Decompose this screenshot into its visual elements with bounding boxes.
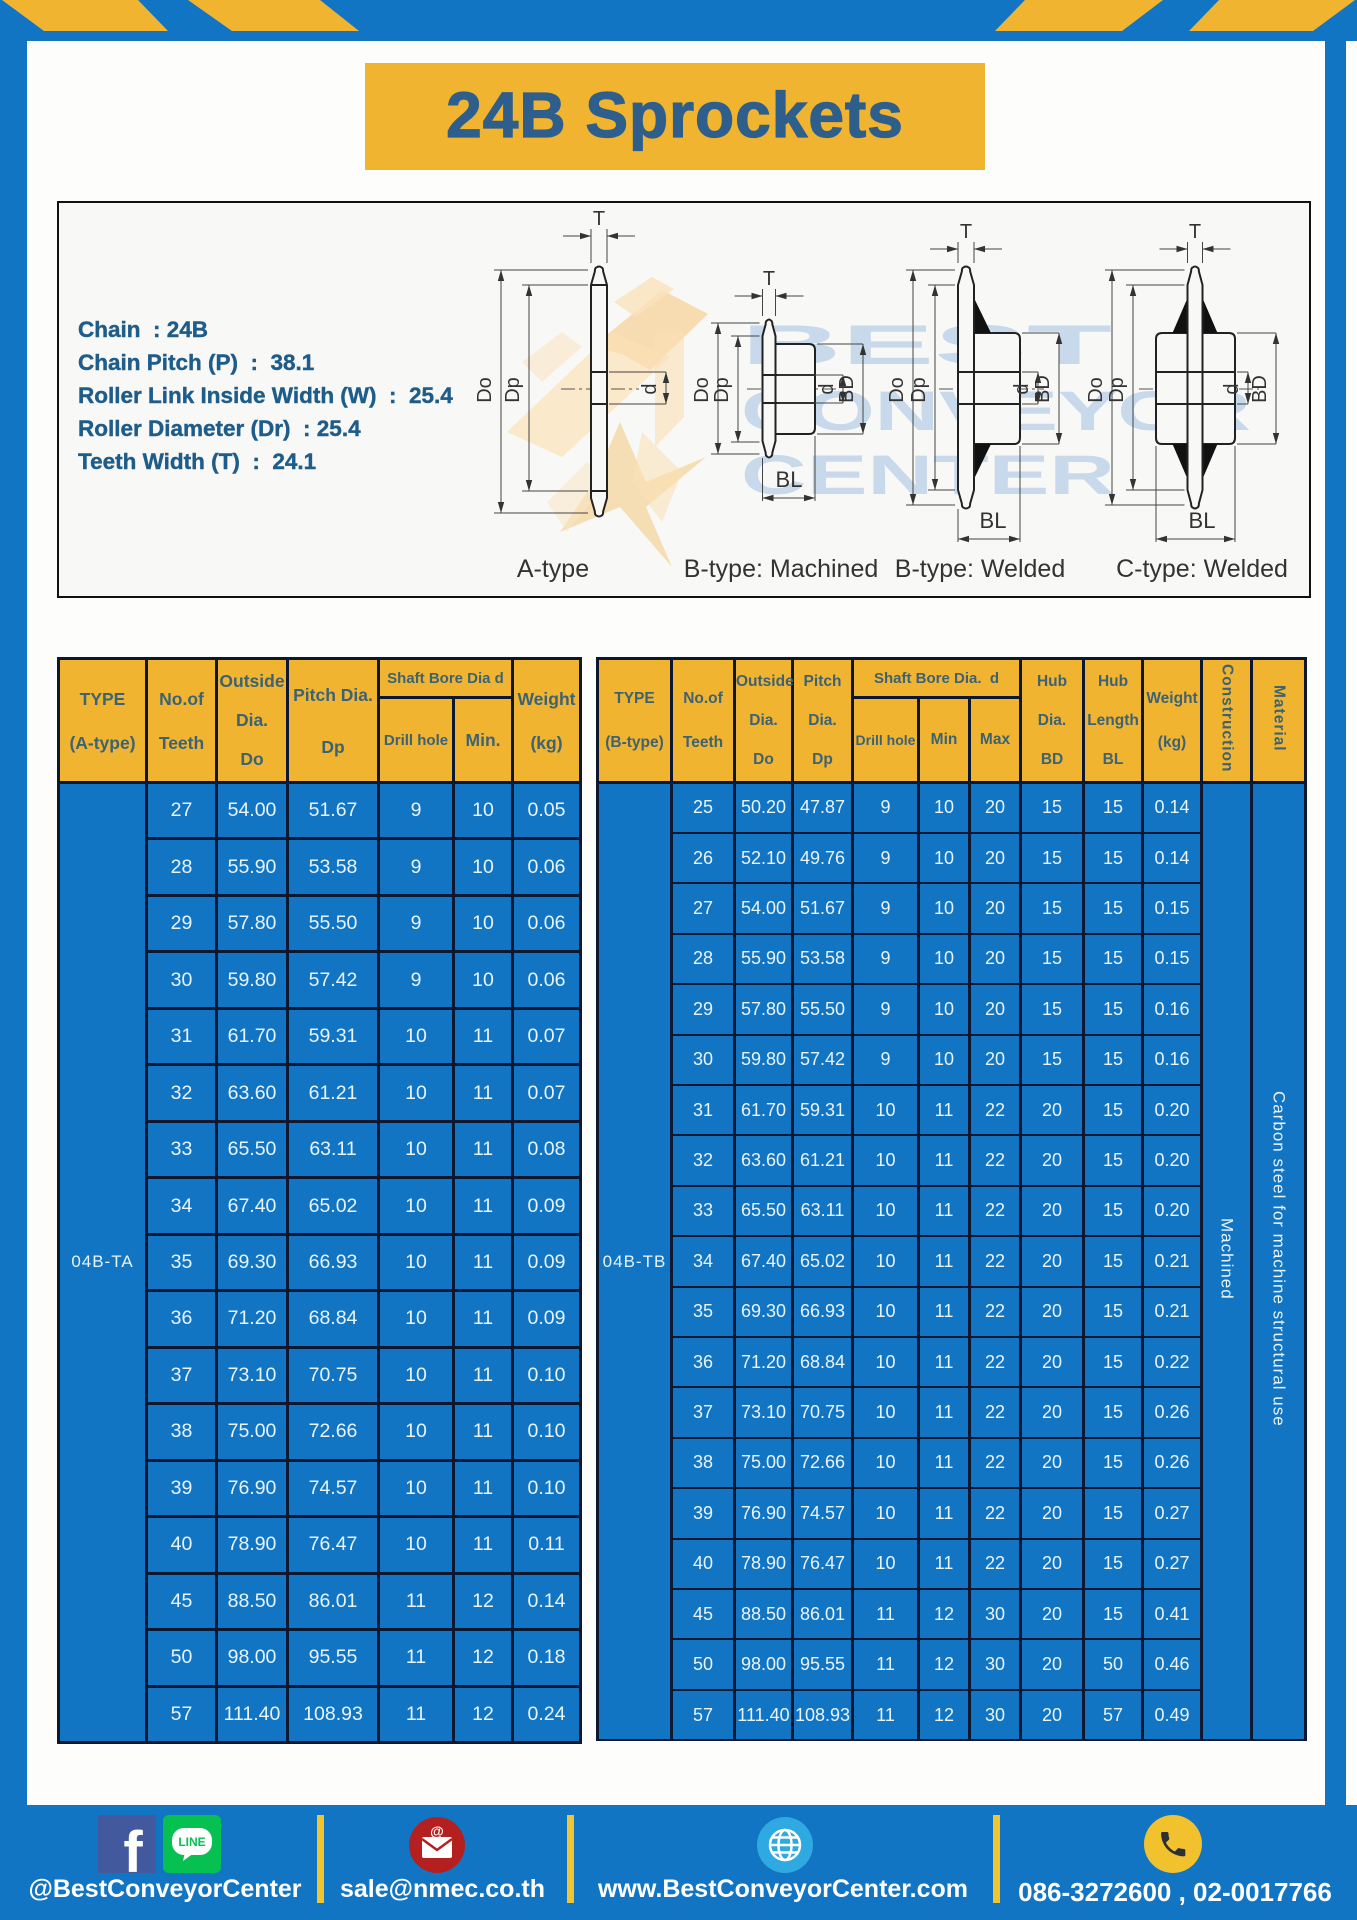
- svg-text:C-type: Welded: C-type: Welded: [1116, 555, 1288, 583]
- svg-text:B-type: Machined: B-type: Machined: [684, 555, 879, 583]
- svg-text:T: T: [960, 221, 972, 243]
- svg-text:f: f: [123, 1820, 143, 1873]
- svg-text:BD: BD: [1249, 375, 1271, 403]
- svg-text:Do: Do: [691, 377, 713, 403]
- svg-text:d: d: [816, 383, 838, 394]
- svg-text:CENTER: CENTER: [741, 443, 1115, 506]
- svg-text:T: T: [763, 268, 775, 290]
- svg-text:B-type: Welded: B-type: Welded: [895, 555, 1065, 583]
- svg-text:Dp: Dp: [908, 377, 930, 403]
- svg-text:BL: BL: [980, 508, 1007, 533]
- svg-text:Do: Do: [886, 377, 908, 403]
- svg-text:d: d: [1221, 383, 1243, 394]
- svg-text:d: d: [1011, 383, 1033, 394]
- svg-text:Dp: Dp: [502, 377, 524, 403]
- svg-text:BD: BD: [836, 375, 858, 403]
- svg-text:T: T: [593, 208, 605, 230]
- svg-text:LINE: LINE: [178, 1835, 205, 1849]
- svg-text:@: @: [430, 1823, 444, 1839]
- svg-text:A-type: A-type: [517, 555, 589, 583]
- svg-text:BL: BL: [776, 467, 803, 492]
- svg-text:Dp: Dp: [1106, 377, 1128, 403]
- svg-text:Dp: Dp: [711, 377, 733, 403]
- svg-text:d: d: [639, 383, 661, 394]
- svg-text:T: T: [1189, 221, 1201, 243]
- svg-text:Do: Do: [1085, 377, 1107, 403]
- svg-text:Do: Do: [474, 377, 496, 403]
- svg-text:BD: BD: [1032, 375, 1054, 403]
- svg-text:BL: BL: [1189, 508, 1216, 533]
